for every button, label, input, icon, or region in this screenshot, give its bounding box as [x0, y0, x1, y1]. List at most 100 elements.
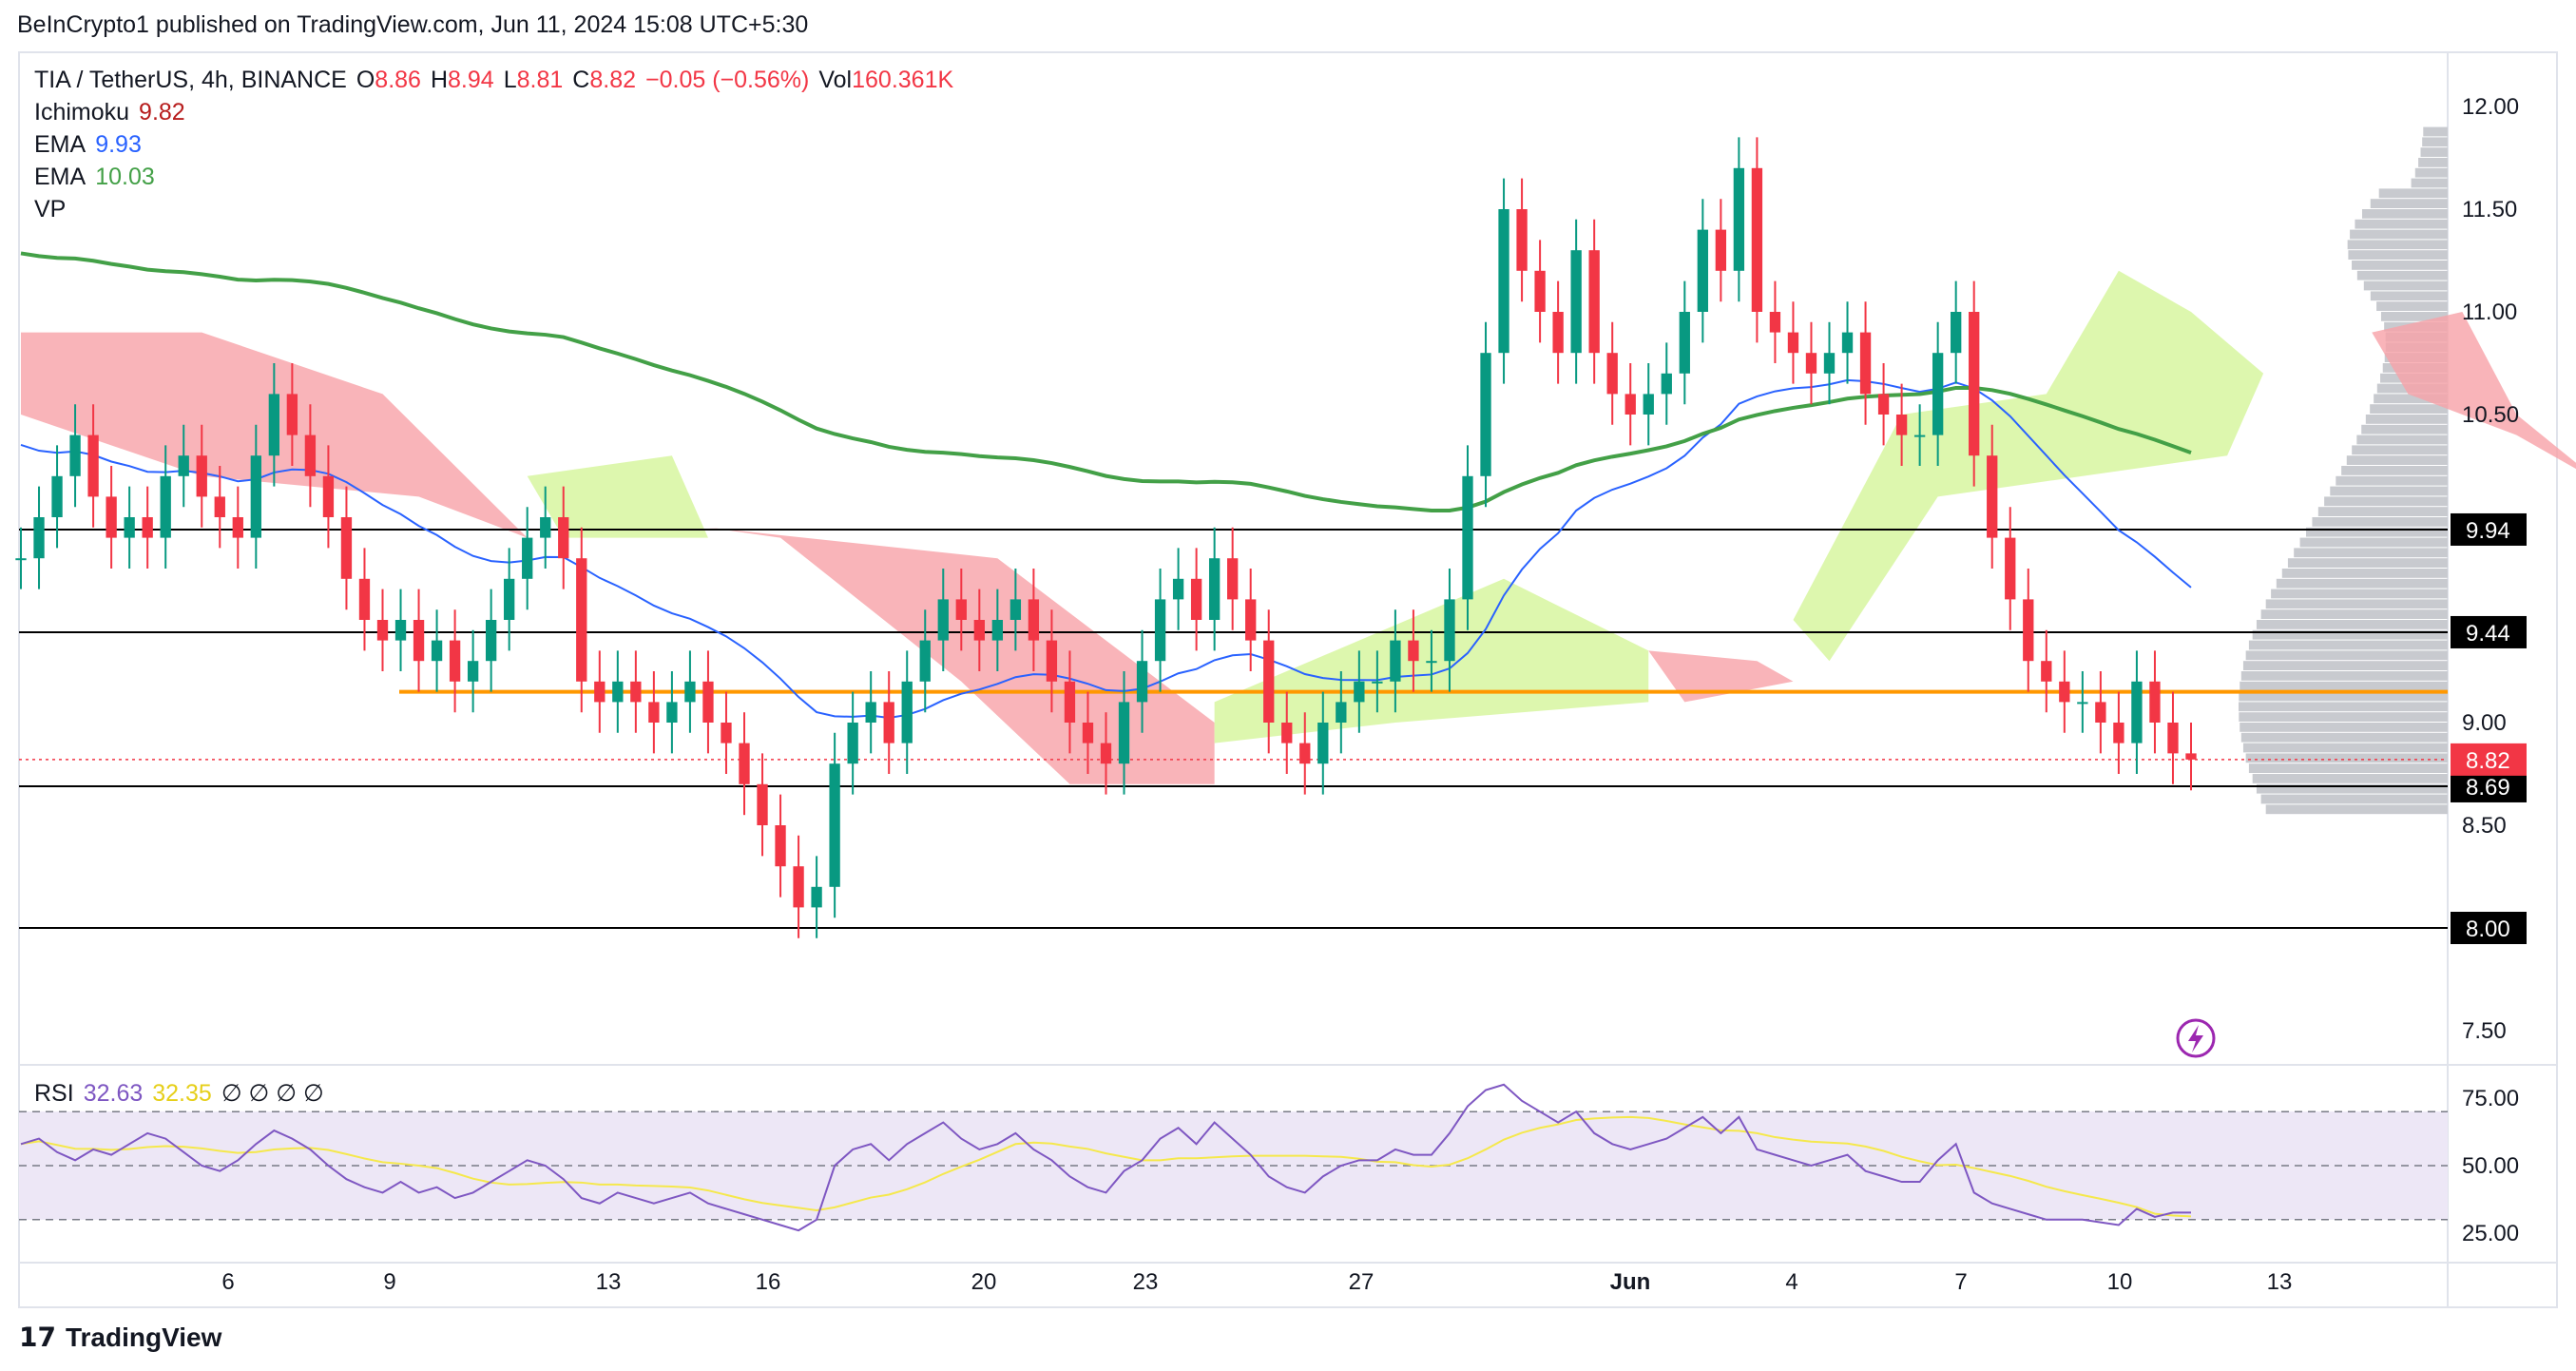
tradingview-logo[interactable]: 𝟭𝟳 TradingView: [19, 1322, 221, 1353]
ema-fast-legend[interactable]: EMA 9.93: [34, 131, 151, 159]
candle-body: [250, 455, 261, 538]
cloud-bear-2: [707, 527, 1215, 784]
level-tag: [2451, 615, 2527, 648]
vp-bar: [2414, 167, 2448, 178]
date-tick-label: 7: [1954, 1269, 1967, 1295]
vp-bar: [2245, 650, 2448, 661]
vp-bar: [2352, 445, 2448, 455]
rsi-label: RSI: [34, 1080, 74, 1107]
last-price-tag: [2451, 743, 2527, 776]
vp-bar: [2356, 270, 2448, 280]
candle-body: [1208, 558, 1221, 620]
candle-body: [431, 640, 443, 662]
vp-bar: [2239, 702, 2448, 712]
candle-body: [973, 620, 985, 641]
level-tag: [2451, 512, 2527, 546]
candle-body: [991, 620, 1004, 641]
vp-bar: [2380, 312, 2448, 321]
candle-body: [286, 394, 298, 435]
lightning-icon[interactable]: [2176, 1018, 2216, 1058]
date-tick-label: 10: [2107, 1269, 2133, 1295]
candle-body: [467, 661, 479, 682]
candle-body: [739, 743, 750, 784]
close-label: C: [572, 67, 590, 93]
low-label: L: [503, 67, 517, 93]
candle-body: [1082, 723, 1094, 743]
level-tag-label: 9.94: [2466, 518, 2510, 544]
candle-body: [1100, 743, 1112, 764]
candle-body: [1624, 394, 1636, 415]
tradingview-mark-icon: 𝟭𝟳: [19, 1323, 56, 1352]
vp-legend[interactable]: VP: [34, 196, 75, 223]
candle-body: [1769, 312, 1781, 333]
candle-body: [1570, 250, 1582, 354]
candle-body: [540, 517, 551, 538]
candle-body: [1046, 640, 1058, 682]
candle-body: [160, 475, 171, 538]
vp-bar: [2378, 188, 2448, 199]
date-tick-label: 4: [1785, 1269, 1797, 1295]
vp-bar: [2324, 496, 2448, 507]
candle-body: [69, 434, 81, 476]
candle-body: [1534, 270, 1546, 312]
ichimoku-legend[interactable]: Ichimoku 9.82: [34, 99, 195, 126]
ema-slow-value: 10.03: [95, 164, 155, 190]
symbol-name[interactable]: TIA / TetherUS, 4h, BINANCE: [34, 67, 347, 93]
candle-body: [413, 620, 425, 662]
candle-body: [558, 517, 569, 559]
candle-body: [322, 475, 335, 517]
cloud-bear-4: [2372, 312, 2576, 470]
ema-fast-label: EMA: [34, 131, 87, 158]
ichimoku-label: Ichimoku: [34, 99, 130, 126]
vp-bar: [2365, 415, 2448, 424]
candle-body: [304, 434, 317, 476]
candle-body: [1787, 332, 1799, 354]
candle-body: [1064, 681, 1076, 723]
candle-body: [449, 640, 461, 682]
candle-body: [865, 702, 876, 723]
candle-body: [51, 475, 63, 517]
candle-body: [1009, 599, 1022, 620]
date-tick-label: 6: [221, 1269, 234, 1295]
candle-body: [1823, 353, 1836, 374]
vp-bar: [2252, 774, 2448, 783]
vp-bar: [2370, 404, 2448, 414]
vp-bar: [2336, 475, 2448, 486]
price-tick-label: 12.00: [2462, 94, 2519, 120]
candle-body: [268, 394, 280, 456]
ema-slow-legend[interactable]: EMA 10.03: [34, 164, 164, 191]
candle-body: [1354, 681, 1365, 703]
candle-body: [2113, 723, 2124, 743]
high-label: H: [430, 67, 449, 93]
vp-bar: [2411, 178, 2448, 188]
price-tags: 9.94 9.44 8.69 8.00 8.82: [2451, 512, 2527, 944]
rsi-ma-value: 32.35: [152, 1080, 212, 1107]
rsi-tick-label: 50.00: [2462, 1153, 2519, 1179]
candle-body: [142, 517, 153, 538]
candle-body: [1969, 312, 1980, 456]
vp-bar: [2265, 599, 2448, 609]
candle-body: [1606, 353, 1618, 395]
vp-bar: [2363, 280, 2448, 291]
rsi-tick-label: 25.00: [2462, 1221, 2519, 1246]
vp-bar: [2317, 507, 2448, 516]
candle-body: [955, 599, 967, 620]
open-label: O: [356, 67, 375, 93]
vp-bar: [2281, 569, 2448, 578]
candle-body: [775, 825, 786, 867]
vp-label: VP: [34, 196, 67, 222]
candle-body: [1480, 353, 1491, 476]
candle-body: [1462, 475, 1473, 600]
rsi-legend[interactable]: RSI 32.63 32.35 ∅ ∅ ∅ ∅: [34, 1079, 334, 1108]
symbol-legend[interactable]: TIA / TetherUS, 4h, BINANCE O8.86 H8.94 L8.…: [34, 67, 963, 94]
high-value: 8.94: [448, 67, 494, 93]
vp-bar: [2370, 291, 2448, 301]
vp-bar: [2242, 743, 2448, 753]
level-tag-label: 8.00: [2466, 917, 2510, 942]
date-tick-label: 13: [596, 1269, 622, 1295]
last-price-tag-label: 8.82: [2466, 748, 2510, 774]
candle-body: [358, 578, 371, 620]
level-tag-label: 8.69: [2466, 775, 2510, 801]
candle-body: [1859, 332, 1872, 395]
